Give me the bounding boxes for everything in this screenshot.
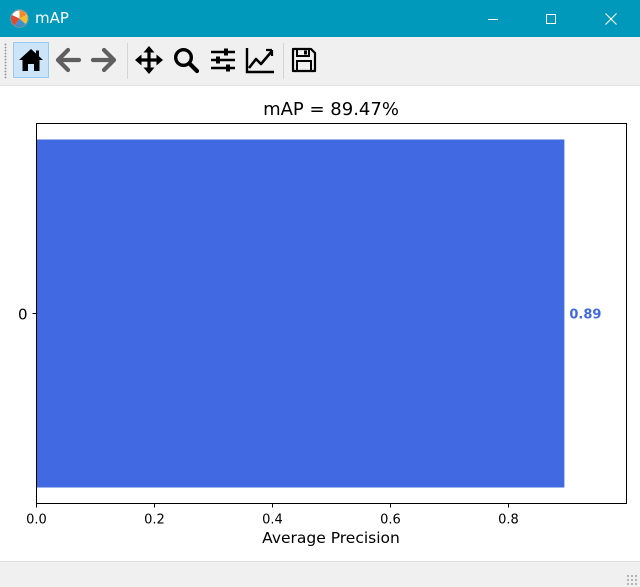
matplotlib-app-icon [10, 9, 29, 28]
figure-canvas[interactable]: mAP = 89.47% 0.89 0.0 0.2 0.4 0.6 0.8 0 Aver… [0, 86, 640, 561]
move-icon [135, 46, 163, 74]
bar-chart: mAP = 89.47% 0.89 0.0 0.2 0.4 0.6 0.8 0 Aver… [18, 99, 627, 547]
chart-title: mAP = 89.47% [263, 99, 399, 120]
title-bar[interactable]: mAP [0, 0, 640, 37]
minimize-button[interactable] [470, 0, 516, 37]
x-tick-label: 0.0 [26, 513, 47, 528]
toolbar-separator [127, 43, 128, 79]
arrow-right-icon [90, 47, 117, 73]
zoom-button[interactable] [168, 42, 204, 78]
x-axis-label: Average Precision [262, 529, 400, 547]
home-button[interactable] [13, 42, 49, 78]
x-tick-label: 0.4 [262, 513, 283, 528]
pan-button[interactable] [131, 42, 167, 78]
axes-frame [36, 123, 627, 504]
magnifier-icon [173, 47, 200, 74]
bar-0 [36, 139, 565, 488]
x-tick-label: 0.6 [380, 513, 401, 528]
x-tick-label: 0.2 [144, 513, 165, 528]
line-chart-icon [245, 48, 274, 74]
arrow-left-icon [55, 47, 82, 73]
floppy-disk-icon [291, 47, 317, 73]
bar-value-label: 0.89 [569, 308, 601, 323]
minimize-icon [488, 18, 498, 20]
forward-button[interactable] [86, 42, 122, 78]
configure-subplots-button[interactable] [205, 42, 241, 78]
status-bar [0, 561, 640, 587]
navigation-toolbar [0, 37, 640, 86]
back-button[interactable] [50, 42, 86, 78]
toolbar-separator [283, 43, 284, 79]
x-tick-label: 0.8 [498, 513, 519, 528]
y-tick-label: 0 [18, 306, 28, 324]
save-button[interactable] [286, 42, 322, 78]
sliders-icon [211, 48, 235, 72]
resize-grip[interactable] [626, 574, 638, 586]
toolbar-grip[interactable] [4, 43, 7, 79]
home-icon [19, 49, 43, 71]
edit-axes-button[interactable] [242, 42, 278, 78]
close-icon [605, 12, 617, 25]
maximize-icon [546, 13, 556, 24]
window-title: mAP [35, 9, 69, 27]
close-button[interactable] [588, 0, 634, 37]
maximize-button[interactable] [528, 0, 574, 37]
